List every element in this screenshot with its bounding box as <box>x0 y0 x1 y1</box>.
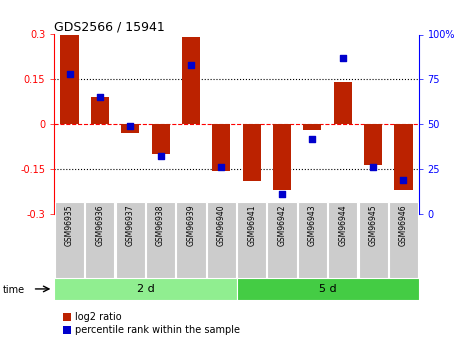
Text: GSM96935: GSM96935 <box>65 204 74 246</box>
Bar <box>389 202 418 278</box>
Bar <box>182 38 200 124</box>
Bar <box>116 202 145 278</box>
Point <box>248 206 255 211</box>
Bar <box>243 124 261 181</box>
Point <box>66 71 73 77</box>
Text: 5 d: 5 d <box>319 284 336 294</box>
Point <box>218 165 225 170</box>
Bar <box>212 124 230 170</box>
Text: GSM96944: GSM96944 <box>338 204 347 246</box>
Legend: log2 ratio, percentile rank within the sample: log2 ratio, percentile rank within the s… <box>59 308 244 339</box>
Point <box>278 191 286 197</box>
Bar <box>273 124 291 190</box>
Point <box>400 177 407 183</box>
Bar <box>61 34 79 124</box>
Text: GSM96936: GSM96936 <box>96 204 105 246</box>
Text: GSM96938: GSM96938 <box>156 204 165 246</box>
Point <box>96 95 104 100</box>
Point <box>126 123 134 129</box>
Bar <box>267 202 297 278</box>
Bar <box>55 202 84 278</box>
Bar <box>394 124 412 190</box>
Bar <box>151 124 170 154</box>
Text: GSM96946: GSM96946 <box>399 204 408 246</box>
Bar <box>91 97 109 124</box>
Point <box>308 136 316 141</box>
Bar <box>364 124 382 165</box>
Bar <box>333 82 352 124</box>
Text: GSM96941: GSM96941 <box>247 204 256 246</box>
Text: GSM96940: GSM96940 <box>217 204 226 246</box>
Point <box>157 154 165 159</box>
Text: GDS2566 / 15941: GDS2566 / 15941 <box>54 20 165 33</box>
Bar <box>176 202 206 278</box>
Bar <box>121 124 140 133</box>
Bar <box>328 202 357 278</box>
Bar <box>298 202 327 278</box>
Text: GSM96939: GSM96939 <box>186 204 195 246</box>
Bar <box>237 202 266 278</box>
Bar <box>359 202 388 278</box>
Point <box>369 165 377 170</box>
Bar <box>85 202 114 278</box>
Text: time: time <box>2 286 25 295</box>
Text: GSM96937: GSM96937 <box>126 204 135 246</box>
Text: GSM96942: GSM96942 <box>278 204 287 246</box>
Text: GSM96945: GSM96945 <box>368 204 377 246</box>
Bar <box>303 124 322 130</box>
Text: 2 d: 2 d <box>137 284 154 294</box>
Bar <box>54 278 237 300</box>
Point <box>187 62 195 68</box>
Bar <box>146 202 175 278</box>
Bar <box>207 202 236 278</box>
Bar <box>236 278 419 300</box>
Point <box>339 55 347 61</box>
Text: GSM96943: GSM96943 <box>308 204 317 246</box>
